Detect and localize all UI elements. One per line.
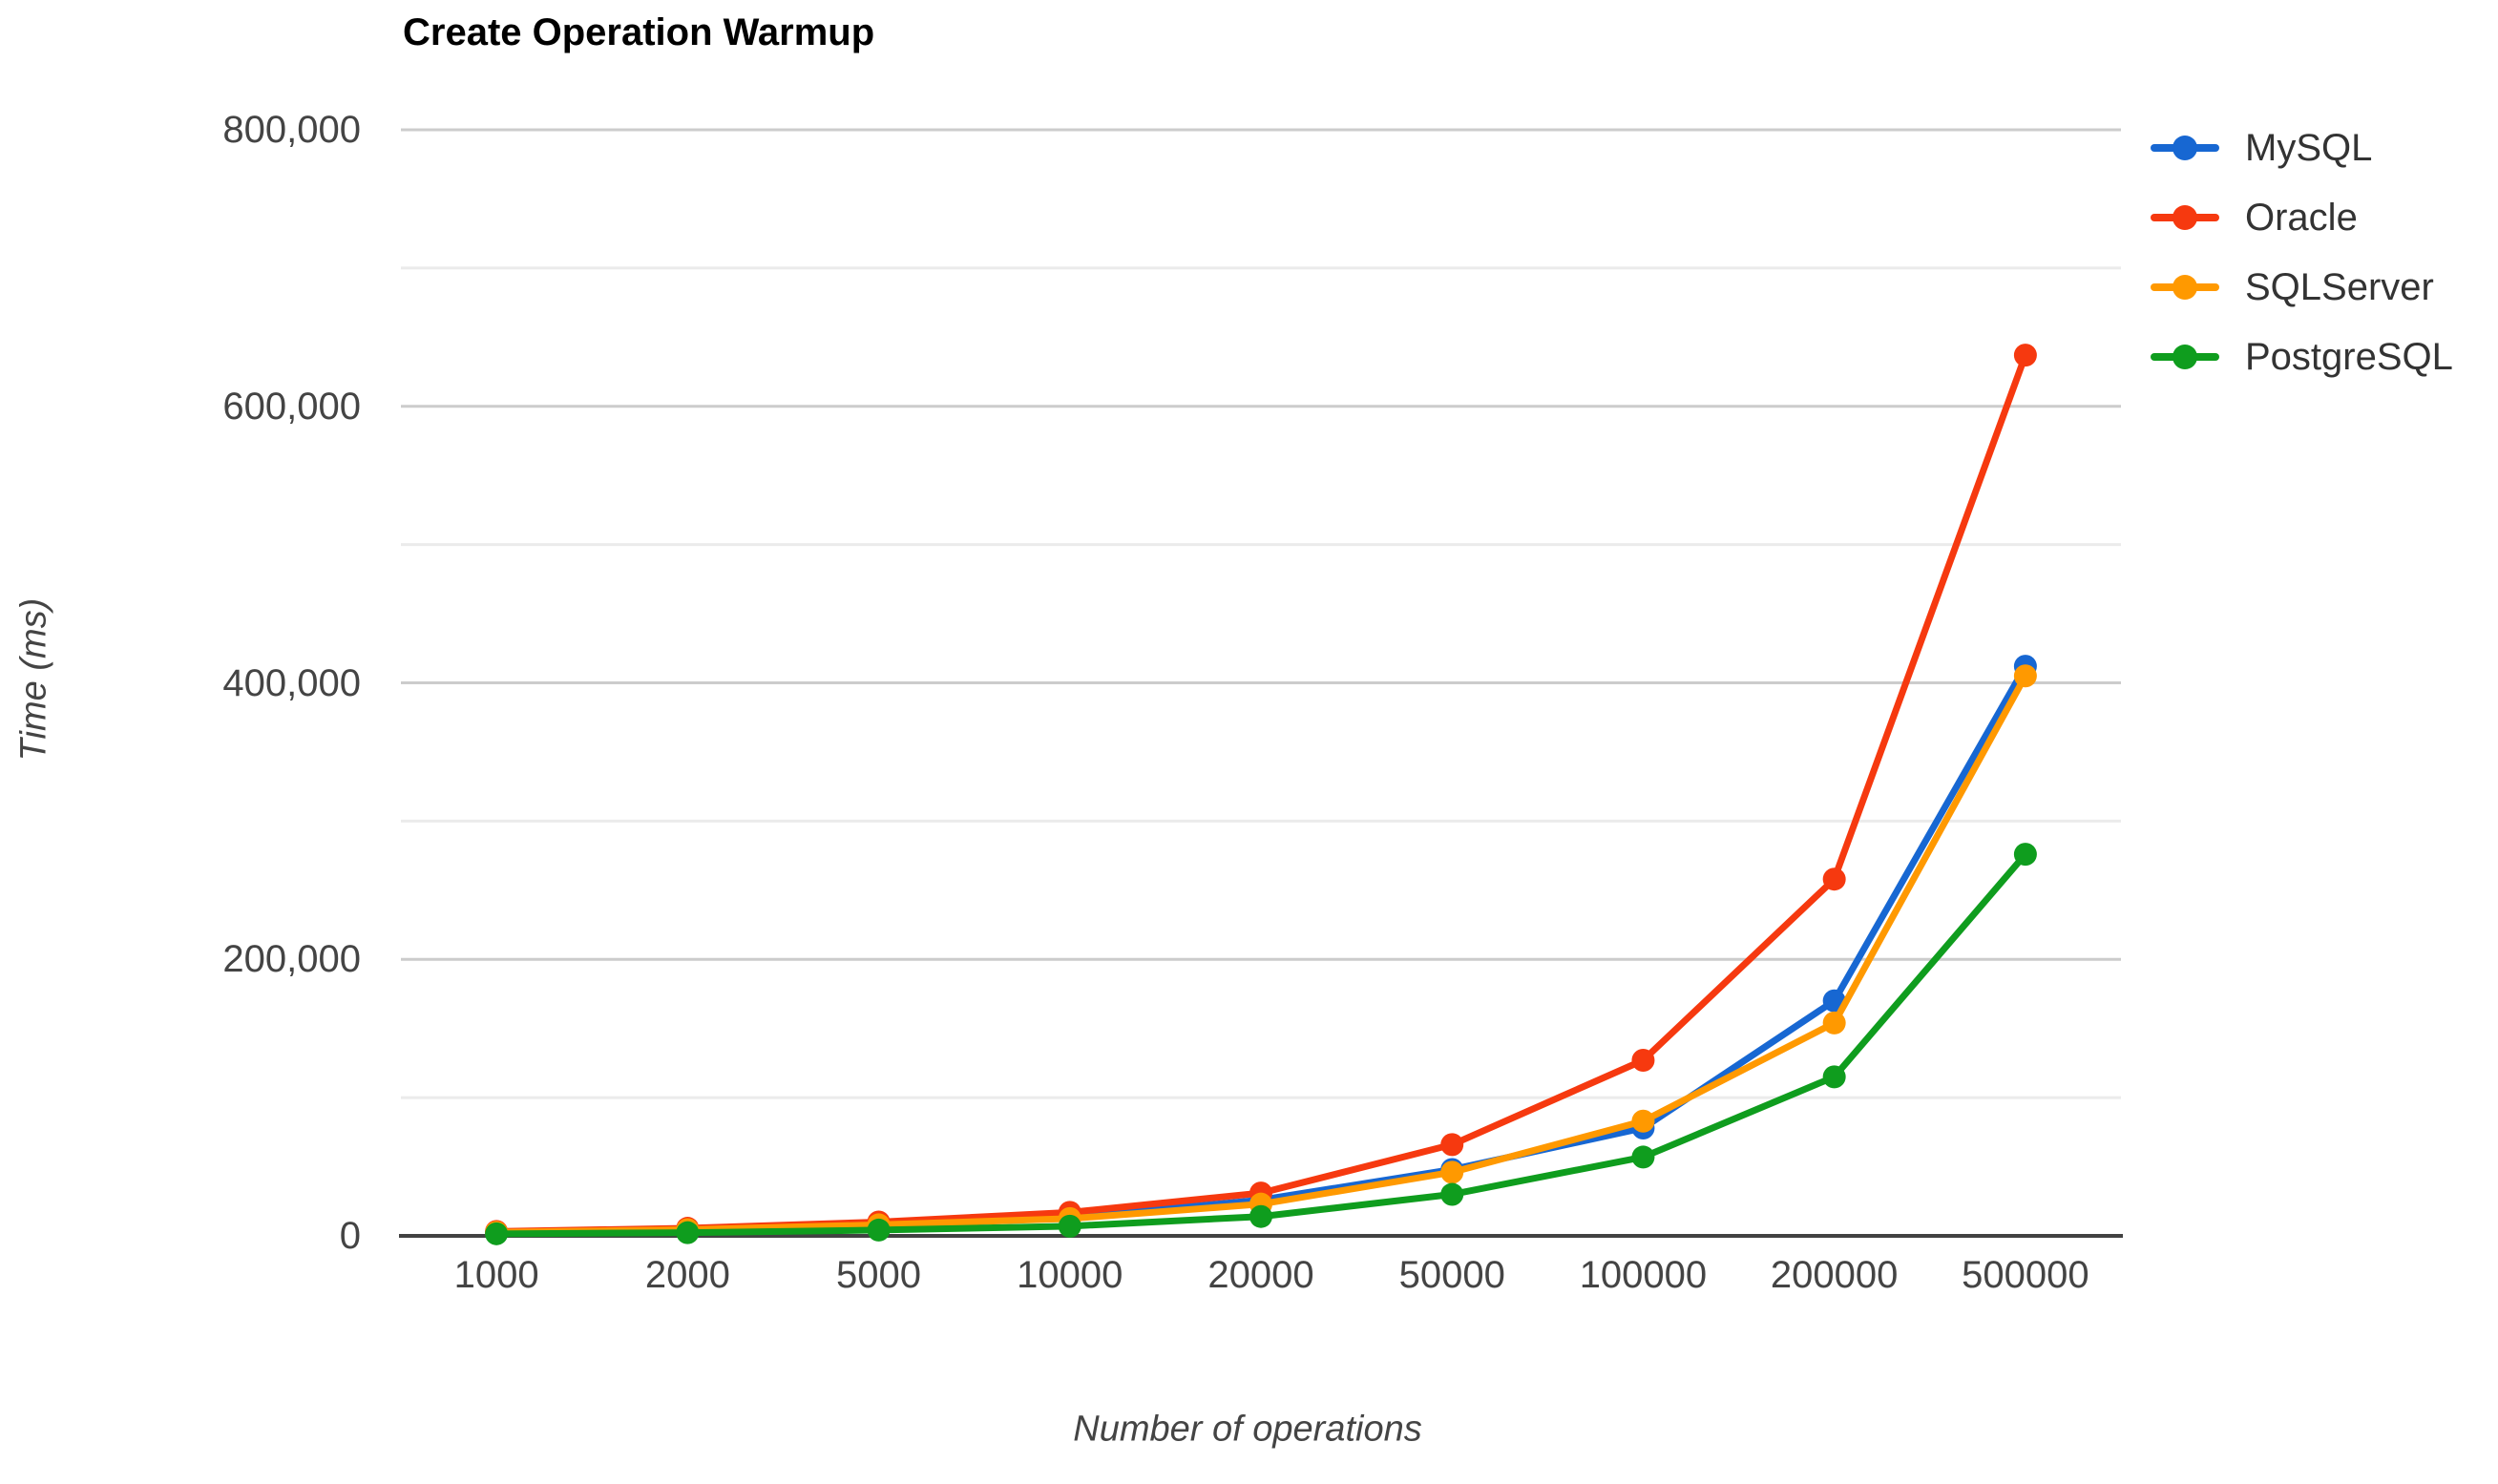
data-point-oracle[interactable] <box>2013 344 2037 367</box>
legend-item-postgresql[interactable]: PostgreSQL <box>2151 330 2453 384</box>
legend-item-mysql[interactable]: MySQL <box>2151 121 2372 175</box>
data-point-oracle[interactable] <box>1440 1133 1464 1157</box>
legend-label: MySQL <box>2245 126 2373 169</box>
data-point-postgresql[interactable] <box>1822 1065 1846 1089</box>
y-tick-label: 600,000 <box>222 385 361 428</box>
y-tick-label: 0 <box>339 1215 361 1257</box>
legend-marker-icon <box>2151 204 2219 231</box>
chart-title: Create Operation Warmup <box>403 11 875 53</box>
x-tick-label: 100000 <box>1579 1254 1708 1296</box>
legend-label: Oracle <box>2245 196 2358 239</box>
x-tick-label: 5000 <box>836 1254 922 1296</box>
legend-marker-icon <box>2151 274 2219 301</box>
data-point-sqlserver[interactable] <box>2013 664 2037 688</box>
x-tick-label: 20000 <box>1207 1254 1314 1296</box>
data-point-sqlserver[interactable] <box>1631 1109 1655 1133</box>
legend-item-oracle[interactable]: Oracle <box>2151 191 2358 244</box>
legend-label: PostgreSQL <box>2245 335 2453 378</box>
legend-label: SQLServer <box>2245 265 2434 308</box>
data-point-postgresql[interactable] <box>485 1222 509 1245</box>
data-point-postgresql[interactable] <box>1631 1145 1655 1169</box>
data-point-postgresql[interactable] <box>1440 1182 1464 1206</box>
x-axis-title: Number of operations <box>1073 1409 1422 1450</box>
y-tick-label: 800,000 <box>222 109 361 151</box>
legend-item-sqlserver[interactable]: SQLServer <box>2151 261 2434 314</box>
x-tick-label: 1000 <box>453 1254 539 1296</box>
data-point-oracle[interactable] <box>1822 867 1846 891</box>
data-point-postgresql[interactable] <box>676 1221 700 1244</box>
x-tick-label: 500000 <box>1962 1254 2089 1296</box>
y-tick-label: 400,000 <box>222 661 361 704</box>
x-tick-label: 200000 <box>1770 1254 1899 1296</box>
legend-marker-icon <box>2151 344 2219 370</box>
data-point-sqlserver[interactable] <box>1822 1011 1846 1035</box>
series-line-oracle <box>493 351 2029 1235</box>
data-point-postgresql[interactable] <box>1058 1214 1081 1238</box>
series-line-sqlserver <box>493 672 2029 1236</box>
data-point-postgresql[interactable] <box>2013 843 2037 867</box>
data-point-postgresql[interactable] <box>867 1218 891 1242</box>
series-line-mysql <box>493 662 2029 1236</box>
data-point-postgresql[interactable] <box>1249 1204 1272 1228</box>
legend-marker-icon <box>2151 135 2219 161</box>
data-point-oracle[interactable] <box>1631 1049 1655 1073</box>
data-point-sqlserver[interactable] <box>1440 1160 1464 1184</box>
x-tick-label: 50000 <box>1398 1254 1505 1296</box>
y-tick-label: 200,000 <box>222 938 361 981</box>
x-tick-label: 2000 <box>644 1254 730 1296</box>
x-tick-label: 10000 <box>1017 1254 1123 1296</box>
